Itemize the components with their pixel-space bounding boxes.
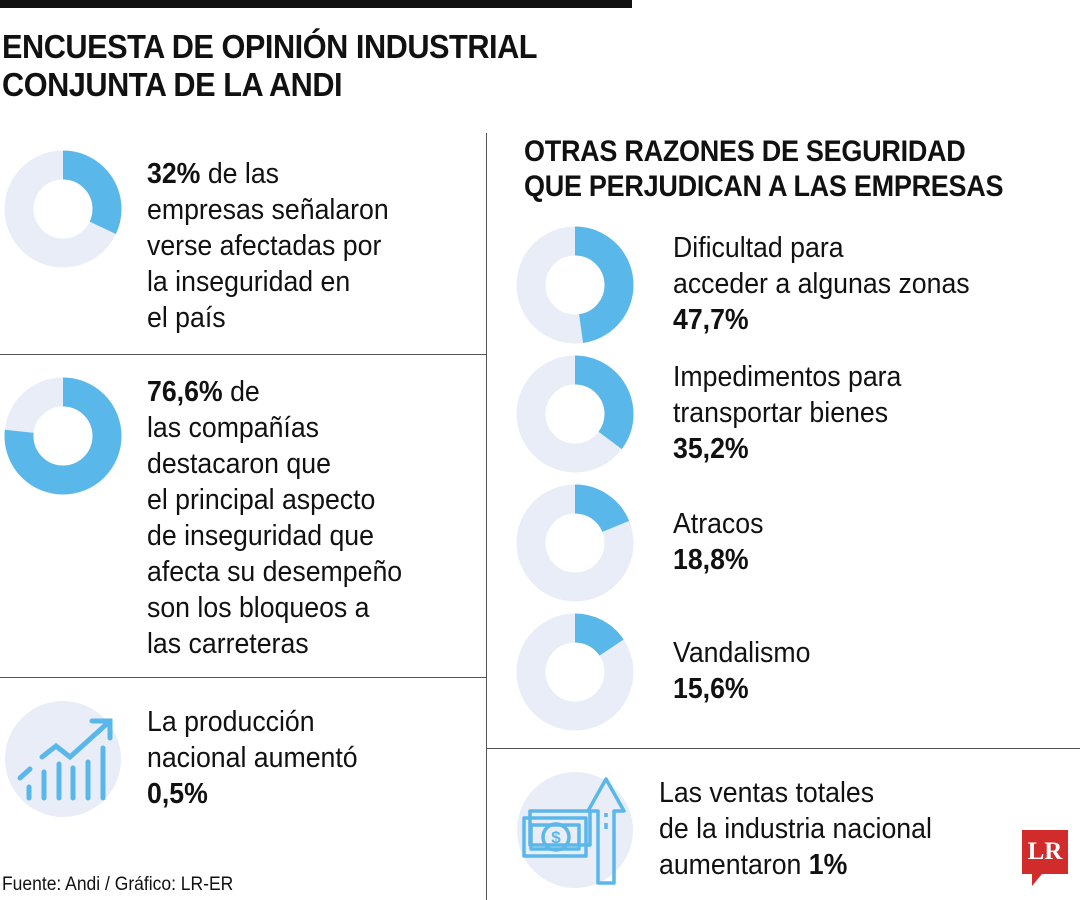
stat-value: 47,7% <box>673 304 749 336</box>
donut-chart-35-2 <box>516 355 634 473</box>
text-line: las compañías <box>147 412 320 444</box>
donut-chart-76-6 <box>4 377 122 495</box>
stat-value: 35,2% <box>673 433 749 465</box>
donut-slice <box>516 355 634 473</box>
reason-text: Dificultad para acceder a algunas zonas … <box>673 230 970 338</box>
reason-text: Atracos 18,8% <box>673 506 763 578</box>
text-line: Vandalismo <box>673 637 811 669</box>
donut-slice <box>4 377 122 495</box>
production-text: La producción nacional aumentó 0,5% <box>147 704 358 812</box>
donut-chart-32 <box>4 150 122 268</box>
text-line: son los bloqueos a <box>147 592 370 624</box>
reason-text: Impedimentos para transportar bienes 35,… <box>673 359 901 467</box>
source-note: Fuente: Andi / Gráfico: LR-ER <box>2 874 234 895</box>
title-line: QUE PERJUDICAN A LAS EMPRESAS <box>524 170 1004 203</box>
text-line: aumentaron <box>659 849 809 881</box>
title-line: ENCUESTA DE OPINIÓN INDUSTRIAL <box>2 28 538 65</box>
stat-text: 32% de las empresas señalaron verse afec… <box>147 156 389 336</box>
rising-chart-icon <box>5 701 121 817</box>
stat-value: 15,6% <box>673 673 749 705</box>
divider <box>0 354 486 355</box>
stat-value: 18,8% <box>673 544 749 576</box>
section-title: OTRAS RAZONES DE SEGURIDAD QUE PERJUDICA… <box>524 134 1004 204</box>
donut-chart-47-7 <box>516 226 634 344</box>
text-line: transportar bienes <box>673 397 889 429</box>
text-line: de inseguridad que <box>147 520 374 552</box>
text-line: el país <box>147 302 226 334</box>
reason-text: Vandalismo 15,6% <box>673 635 810 707</box>
text-line: afecta su desempeño <box>147 556 403 588</box>
donut-slice <box>4 150 122 268</box>
title-line: OTRAS RAZONES DE SEGURIDAD <box>524 135 966 168</box>
donut-chart-15-6 <box>516 613 634 731</box>
text-line: las carreteras <box>147 628 309 660</box>
text-line: de <box>222 376 260 408</box>
text-line: Impedimentos para <box>673 361 902 393</box>
text-line: de la industria nacional <box>659 813 932 845</box>
stat-value: 32% <box>147 158 201 190</box>
stat-value: 76,6% <box>147 376 223 408</box>
divider <box>486 748 1080 749</box>
text-line: verse afectadas por <box>147 230 382 262</box>
text-line: Dificultad para <box>673 232 844 264</box>
text-line: Las ventas totales <box>659 777 875 809</box>
donut-chart-18-8 <box>516 484 634 602</box>
top-bar <box>0 0 632 8</box>
page-title: ENCUESTA DE OPINIÓN INDUSTRIAL CONJUNTA … <box>2 28 538 104</box>
text-line: acceder a algunas zonas <box>673 268 970 300</box>
text-line: empresas señalaron <box>147 194 389 226</box>
stat-value: 0,5% <box>147 778 208 810</box>
stat-value: 1% <box>808 849 848 881</box>
title-line: CONJUNTA DE LA ANDI <box>2 66 343 103</box>
donut-slice <box>516 484 634 602</box>
text-line: Atracos <box>673 508 764 540</box>
donut-slice <box>516 226 634 344</box>
sales-text: Las ventas totales de la industria nacio… <box>659 775 932 883</box>
divider <box>0 677 486 678</box>
stat-text: 76,6% de las compañías destacaron que el… <box>147 374 402 662</box>
text-line: nacional aumentó <box>147 742 358 774</box>
svg-text:$: $ <box>551 828 561 847</box>
text-line: el principal aspecto <box>147 484 376 516</box>
text-line: de las <box>200 158 280 190</box>
text-line: destacaron que <box>147 448 331 480</box>
divider <box>486 133 487 900</box>
text-line: la inseguridad en <box>147 266 351 298</box>
text-line: La producción <box>147 706 315 738</box>
money-arrow-up-icon: $ <box>517 772 633 888</box>
donut-slice <box>516 613 634 731</box>
lr-logo: LR <box>1022 830 1068 886</box>
